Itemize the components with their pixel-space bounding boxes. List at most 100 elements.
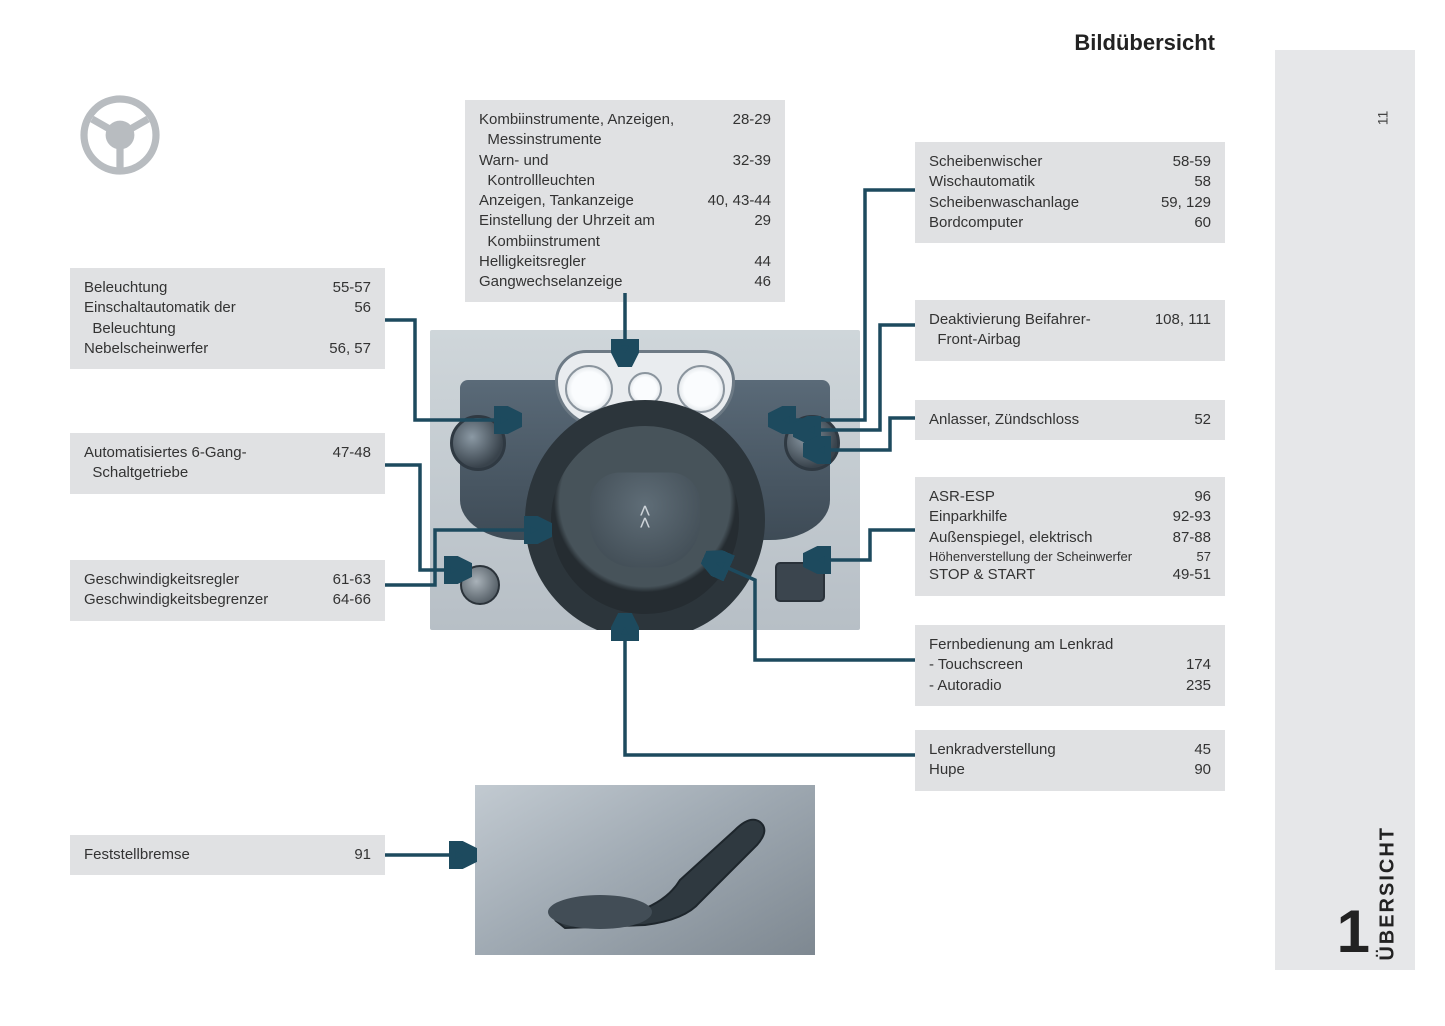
callout-row: Einparkhilfe 92-93 [929,507,1211,527]
callout-pages: 58 [1194,172,1211,192]
callout-lighting: Beleuchtung55-57Einschaltautomatik der B… [70,268,385,369]
callout-pages: 47-48 [333,443,371,484]
callout-label: Außenspiegel, elektrisch [929,528,1092,548]
steering-wheel-icon [80,95,160,175]
handbrake-illustration [475,785,815,955]
callout-label: Beleuchtung [84,278,167,298]
callout-airbag-deactivate: Deaktivierung Beifahrer- Front-Airbag 108… [915,300,1225,361]
callout-pages: 235 [1186,676,1211,696]
callout-pages: 29 [754,211,771,252]
callout-label: - Touchscreen [929,655,1023,675]
callout-row: Einstellung der Uhrzeit am Kombiinstrume… [479,211,771,252]
callout-pages: 87-88 [1173,528,1211,548]
callout-gearbox: Automatisiertes 6-Gang- Schaltgetriebe47… [70,433,385,494]
callout-label: Hupe [929,760,965,780]
callout-row: - Autoradio 235 [929,676,1211,696]
callout-row: ASR-ESP 96 [929,487,1211,507]
callout-instruments: Kombiinstrumente, Anzeigen, Messinstrume… [465,100,785,302]
callout-row: Automatisiertes 6-Gang- Schaltgetriebe47… [84,443,371,484]
callout-pages: 52 [1194,410,1211,430]
callout-label: Einstellung der Uhrzeit am Kombiinstrume… [479,211,655,252]
callout-label: Feststellbremse [84,845,190,865]
callout-label: Warn- und Kontrollleuchten [479,151,595,192]
callout-row: Höhenverstellung der Scheinwerfer 57 [929,548,1211,566]
callout-label: Wischautomatik [929,172,1035,192]
callout-pages: 49-51 [1173,565,1211,585]
callout-label: Geschwindigkeitsregler [84,570,239,590]
section-number: 1 [1337,897,1370,966]
callout-label: Kombiinstrumente, Anzeigen, Messinstrume… [479,110,674,151]
callout-row: Fernbedienung am Lenkrad [929,635,1211,655]
callout-pages: 56, 57 [329,339,371,359]
callout-pages: 108, 111 [1155,310,1211,351]
callout-label: Anlasser, Zündschloss [929,410,1079,430]
callout-row: Nebelscheinwerfer 56, 57 [84,339,371,359]
callout-pages: 90 [1194,760,1211,780]
callout-row: Anzeigen, Tankanzeige 40, 43-44 [479,191,771,211]
page-title: Bildübersicht [1074,30,1215,56]
callout-row: Beleuchtung 55-57 [84,278,371,298]
callout-label: Nebelscheinwerfer [84,339,208,359]
callout-row: Außenspiegel, elektrisch 87-88 [929,528,1211,548]
dashboard-illustration: ˄˄ [430,330,860,630]
callout-label: Scheibenwischer [929,152,1042,172]
callout-pages: 92-93 [1173,507,1211,527]
callout-cruise-control: Geschwindigkeitsregler61-63Geschwindigke… [70,560,385,621]
callout-row: Einschaltautomatik der Beleuchtung 56 [84,298,371,339]
callout-row: Scheibenwischer 58-59 [929,152,1211,172]
callout-pages: 61-63 [333,570,371,590]
callout-label: Anzeigen, Tankanzeige [479,191,634,211]
callout-asr-esp: ASR-ESP96Einparkhilfe92-93Außenspiegel, … [915,477,1225,596]
callout-row: Lenkradverstellung45 [929,740,1211,760]
callout-label: Deaktivierung Beifahrer- Front-Airbag [929,310,1091,351]
callout-label: Bordcomputer [929,213,1023,233]
callout-pages: 64-66 [333,590,371,610]
callout-pages: 40, 43-44 [708,191,771,211]
callout-pages: 58-59 [1173,152,1211,172]
callout-pages: 46 [754,272,771,292]
callout-pages: 96 [1194,487,1211,507]
callout-pages: 59, 129 [1161,193,1211,213]
callout-label: - Autoradio [929,676,1002,696]
callout-row: Kombiinstrumente, Anzeigen, Messinstrume… [479,110,771,151]
callout-pages: 55-57 [333,278,371,298]
callout-wipers: Scheibenwischer58-59Wischautomatik58Sche… [915,142,1225,243]
callout-steering-remote: Fernbedienung am Lenkrad- Touchscreen 174… [915,625,1225,706]
callout-label: Helligkeitsregler [479,252,586,272]
callout-row: Helligkeitsregler 44 [479,252,771,272]
callout-pages: 91 [354,845,371,865]
page-number: 11 [1375,111,1391,126]
callout-row: - Touchscreen 174 [929,655,1211,675]
callout-row: Bordcomputer 60 [929,213,1211,233]
callout-label: Fernbedienung am Lenkrad [929,635,1113,655]
callout-label: Höhenverstellung der Scheinwerfer [929,548,1132,566]
callout-parking-brake: Feststellbremse 91 [70,835,385,875]
callout-row: Warn- und Kontrollleuchten 32-39 [479,151,771,192]
callout-steering-adjust: Lenkradverstellung45Hupe 90 [915,730,1225,791]
callout-pages: 28-29 [733,110,771,151]
callout-pages: 174 [1186,655,1211,675]
callout-row: Gangwechselanzeige 46 [479,272,771,292]
callout-row: Wischautomatik 58 [929,172,1211,192]
section-label: ÜBERSICHT [1377,826,1400,961]
callout-row: Scheibenwaschanlage 59, 129 [929,193,1211,213]
callout-ignition: Anlasser, Zündschloss 52 [915,400,1225,440]
callout-row: Geschwindigkeitsbegrenzer 64-66 [84,590,371,610]
callout-row: Feststellbremse 91 [84,845,371,865]
callout-pages: 57 [1197,548,1211,566]
callout-label: Einschaltautomatik der Beleuchtung [84,298,236,339]
callout-label: Gangwechselanzeige [479,272,622,292]
callout-label: STOP & START [929,565,1035,585]
callout-row: STOP & START 49-51 [929,565,1211,585]
callout-label: Einparkhilfe [929,507,1007,527]
callout-pages: 56 [354,298,371,339]
callout-pages: 45 [1194,740,1211,760]
callout-pages: 60 [1194,213,1211,233]
callout-row: Hupe 90 [929,760,1211,780]
callout-row: Geschwindigkeitsregler 61-63 [84,570,371,590]
callout-pages: 32-39 [733,151,771,192]
callout-pages: 44 [754,252,771,272]
callout-label: ASR-ESP [929,487,995,507]
callout-label: Scheibenwaschanlage [929,193,1079,213]
callout-label: Geschwindigkeitsbegrenzer [84,590,268,610]
